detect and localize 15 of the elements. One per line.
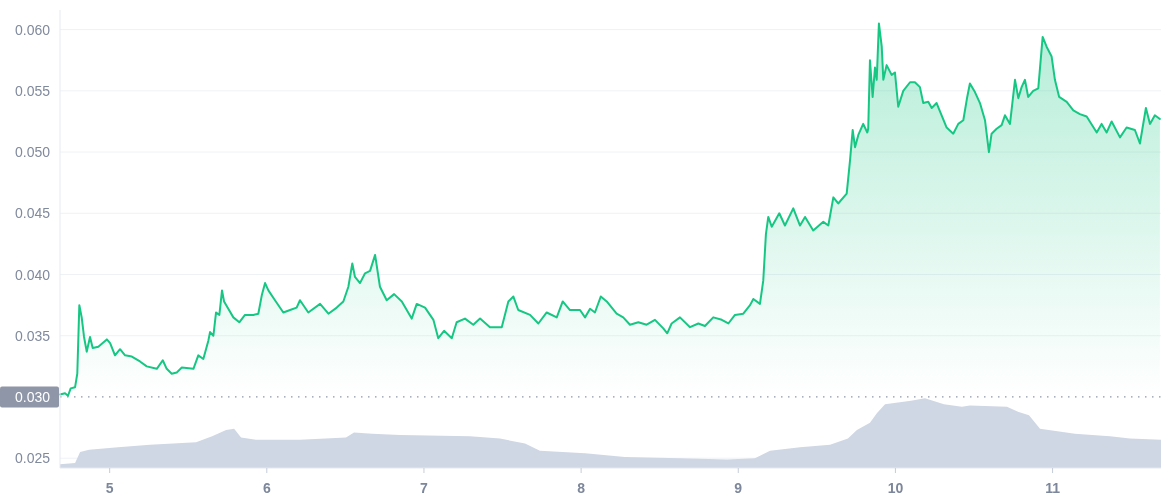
y-tick-label: 0.025 [14, 450, 51, 467]
x-tick-label: 9 [734, 480, 743, 496]
x-tick-label: 5 [105, 480, 114, 496]
y-tick-label: 0.060 [14, 21, 51, 38]
x-tick-label: 10 [887, 480, 904, 496]
ref-line-label: 0.030 [14, 388, 51, 405]
y-tick-label: 0.035 [14, 327, 51, 344]
y-tick-label: 0.050 [14, 144, 51, 161]
x-tick-label: 8 [577, 480, 586, 496]
y-tick-label: 0.055 [14, 82, 51, 99]
y-tick-label: 0.040 [14, 266, 51, 283]
x-tick-label: 11 [1045, 480, 1061, 496]
x-tick-label: 6 [262, 480, 271, 496]
y-tick-label: 0.045 [14, 205, 51, 222]
x-tick-label: 7 [420, 480, 429, 496]
